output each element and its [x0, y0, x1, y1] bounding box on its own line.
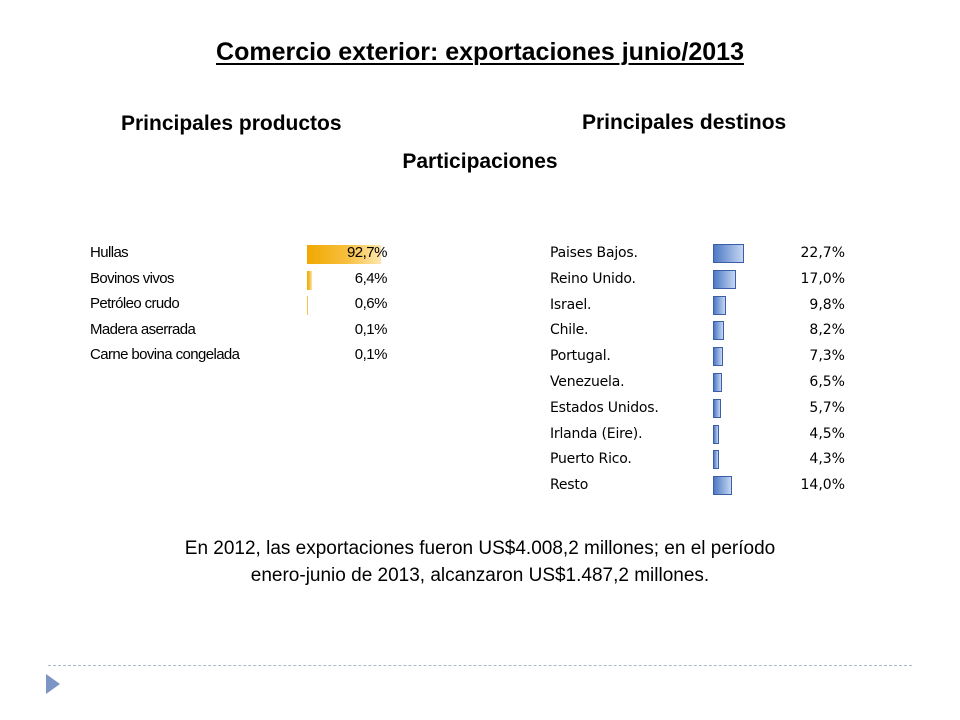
destination-label: Resto: [550, 477, 589, 494]
destination-value-label: 9,8%: [809, 296, 845, 313]
product-value-label: 0,6%: [354, 295, 388, 312]
summary-note: En 2012, las exportaciones fueron US$4.0…: [0, 535, 960, 589]
destination-label: Israel.: [550, 296, 592, 313]
destination-label: Reino Unido.: [550, 270, 636, 287]
destination-bar: [713, 373, 722, 392]
destination-label: Estados Unidos.: [550, 399, 659, 416]
next-slide-arrow-icon[interactable]: [46, 674, 60, 694]
destination-label: Chile.: [550, 322, 589, 339]
destination-bar: [713, 476, 732, 496]
destination-bar: [713, 295, 727, 315]
product-label: Bovinos vivos: [90, 269, 175, 287]
product-value-label: 0,1%: [354, 346, 388, 363]
product-label: Carne bovina congelada: [90, 346, 240, 363]
destination-bar: [713, 269, 736, 289]
summary-note-line-1: En 2012, las exportaciones fueron US$4.0…: [184, 538, 776, 559]
destination-value-label: 6,5%: [809, 374, 845, 390]
product-value-label: 6,4%: [354, 269, 388, 287]
destination-value-label: 14,0%: [800, 477, 845, 494]
product-value-label: 92,7%: [346, 244, 388, 261]
destination-bar: [713, 244, 744, 263]
destination-label: Portugal.: [550, 348, 611, 365]
product-label: Hullas: [90, 244, 129, 261]
destination-bar: [713, 347, 723, 367]
destination-value-label: 4,3%: [809, 451, 845, 468]
slide-title-text: Comercio exterior: exportaciones junio/2…: [216, 38, 744, 66]
footer-divider: [48, 665, 912, 666]
product-bar: [307, 270, 313, 290]
destination-label: Irlanda (Eire).: [550, 425, 643, 442]
destination-bar: [713, 424, 720, 444]
product-value-label: 0,1%: [354, 320, 388, 338]
destination-value-label: 22,7%: [800, 245, 845, 261]
destination-value-label: 8,2%: [809, 322, 845, 339]
summary-note-line-2: enero-junio de 2013, alcanzaron US$1.487…: [250, 565, 710, 586]
participation-heading: Participaciones: [402, 150, 558, 173]
destination-bar: [713, 321, 725, 341]
product-label: Madera aserrada: [90, 320, 196, 338]
destination-value-label: 5,7%: [809, 399, 845, 416]
destination-bar: [713, 450, 719, 470]
destinations-heading: Principales destinos: [582, 111, 787, 134]
product-bar: [307, 245, 382, 264]
product-bar: [307, 296, 308, 315]
destination-bar: [713, 398, 721, 418]
destination-label: Puerto Rico.: [550, 451, 632, 468]
destination-value-label: 7,3%: [809, 348, 845, 365]
destination-label: Venezuela.: [550, 374, 625, 390]
destination-value-label: 4,5%: [809, 425, 845, 442]
destination-value-label: 17,0%: [800, 270, 845, 287]
slide-title: Comercio exterior: exportaciones junio/2…: [0, 38, 960, 67]
products-heading: Principales productos: [121, 112, 342, 135]
destination-label: Paises Bajos.: [550, 245, 638, 261]
product-label: Petróleo crudo: [90, 295, 180, 312]
